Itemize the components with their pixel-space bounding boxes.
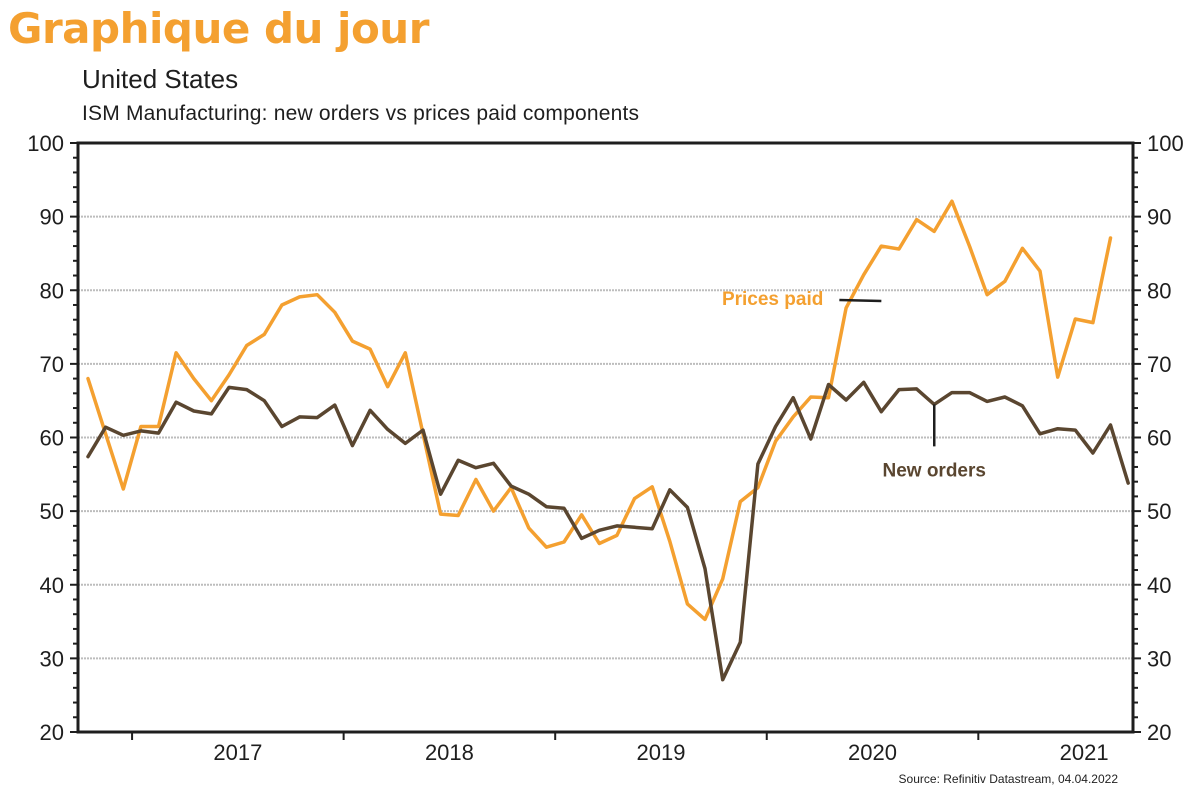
x-tick-label: 2020 [848, 740, 897, 765]
x-tick-label: 2017 [213, 740, 262, 765]
y-tick-label-right: 50 [1147, 499, 1171, 524]
annotation-leader [839, 298, 882, 303]
y-tick-label-right: 40 [1147, 573, 1171, 598]
y-tick-label-right: 60 [1147, 426, 1171, 451]
annotation-new-orders: New orders [882, 460, 985, 481]
y-tick-label-right: 90 [1147, 205, 1171, 230]
source-note: Source: Refinitiv Datastream, 04.04.2022 [898, 772, 1118, 786]
y-tick-label-left: 50 [40, 499, 64, 524]
y-tick-label-right: 80 [1147, 278, 1171, 303]
y-tick-label-left: 40 [40, 573, 64, 598]
x-tick-label: 2021 [1060, 740, 1109, 765]
y-tick-label-left: 100 [27, 131, 64, 156]
y-tick-label-left: 70 [40, 352, 64, 377]
x-tick-label: 2018 [425, 740, 474, 765]
chart-subtitle: United States [82, 64, 239, 94]
y-tick-label-left: 80 [40, 278, 64, 303]
x-tick-label: 2019 [636, 740, 685, 765]
series-line-prices-paid [86, 199, 1113, 622]
brand-title: Graphique du jour [8, 4, 429, 53]
plot-frame [76, 141, 1135, 734]
y-tick-label-left: 20 [40, 720, 64, 745]
y-tick-label-left: 90 [40, 205, 64, 230]
y-tick-label-right: 70 [1147, 352, 1171, 377]
y-tick-label-right: 100 [1147, 131, 1184, 156]
y-tick-label-left: 60 [40, 426, 64, 451]
y-tick-label-left: 30 [40, 646, 64, 671]
annotation-prices-paid: Prices paid [722, 289, 823, 310]
series-line-new-orders [86, 380, 1130, 682]
y-tick-label-right: 30 [1147, 646, 1171, 671]
chart-title: ISM Manufacturing: new orders vs prices … [82, 102, 640, 125]
y-tick-label-right: 20 [1147, 720, 1171, 745]
